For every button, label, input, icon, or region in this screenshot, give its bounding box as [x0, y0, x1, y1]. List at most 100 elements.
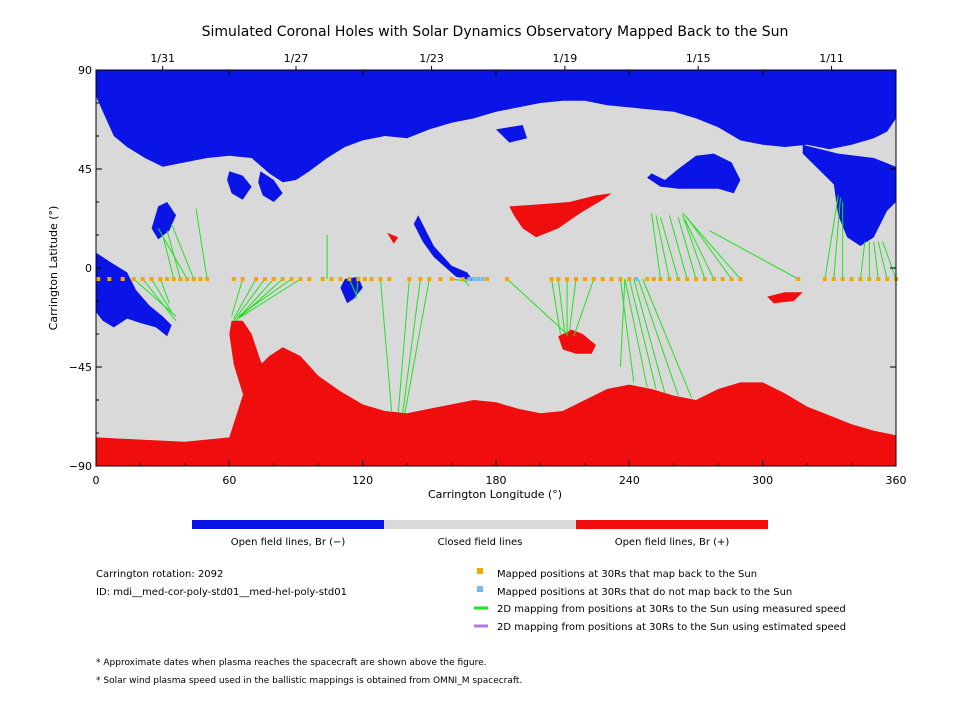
measured-speed-mapping-line	[355, 278, 359, 299]
model-id: ID: mdi__med-cor-poly-std01__med-hel-pol…	[96, 587, 347, 598]
mapped-position-marker	[231, 277, 236, 281]
mapped-position-marker	[658, 277, 663, 281]
y-axis-label: Carrington Latitude (°)	[47, 206, 60, 331]
chart-title: Simulated Coronal Holes with Solar Dynam…	[202, 24, 789, 40]
measured-speed-mapping-line	[233, 278, 257, 319]
mapped-position-marker	[849, 277, 854, 281]
unmapped-position-marker	[467, 277, 472, 281]
mapped-position-marker	[565, 277, 570, 281]
date-label: 1/23	[419, 52, 444, 65]
measured-speed-mapping-line	[142, 278, 177, 322]
y-tick-label: −45	[69, 361, 92, 374]
mapped-position-marker	[387, 277, 392, 281]
measured-speed-mapping-line	[379, 278, 393, 412]
x-axis-label: Carrington Longitude (°)	[428, 488, 562, 501]
negative-coronal-hole	[802, 144, 896, 246]
mapped-position-marker	[262, 277, 267, 281]
date-label: 1/27	[284, 52, 309, 65]
measured-speed-mapping-line	[709, 230, 799, 280]
measured-speed-mapping-line	[668, 215, 688, 280]
legend-mapped-label: Mapped positions at 30Rs that map back t…	[497, 569, 757, 580]
measured-speed-mapping-line	[873, 241, 879, 280]
x-tick-label: 60	[222, 474, 236, 487]
mapped-position-marker	[378, 277, 383, 281]
legend-mapped-marker	[477, 568, 483, 574]
mapped-position-marker	[198, 277, 203, 281]
x-tick-label: 120	[352, 474, 373, 487]
mapped-position-marker	[320, 277, 325, 281]
mapped-position-marker	[711, 277, 716, 281]
mapped-position-marker	[185, 277, 190, 281]
measured-speed-mapping-line	[633, 278, 666, 394]
negative-coronal-hole	[227, 171, 252, 200]
measured-speed-mapping-line	[237, 278, 292, 317]
mapped-position-marker	[307, 277, 312, 281]
carrington-rotation: Carrington rotation: 2092	[96, 569, 223, 580]
mapped-position-marker	[205, 277, 210, 281]
date-label: 1/31	[150, 52, 175, 65]
mapped-position-marker	[667, 277, 672, 281]
negative-coronal-hole	[96, 252, 172, 337]
mapped-position-marker	[574, 277, 578, 281]
negative-coronal-hole	[647, 153, 741, 194]
x-tick-label: 180	[486, 474, 507, 487]
mapped-position-marker	[609, 277, 614, 281]
mapped-position-marker	[165, 277, 170, 281]
mapped-position-marker	[131, 277, 136, 281]
mapped-position-marker	[369, 277, 374, 281]
y-tick-label: −90	[69, 460, 92, 473]
mapped-position-marker	[600, 277, 605, 281]
mapped-position-marker	[676, 277, 681, 281]
colorbar-label-positive: Open field lines, Br (+)	[615, 537, 730, 548]
measured-speed-mapping-line	[677, 217, 697, 280]
mapped-position-marker	[427, 277, 432, 281]
measured-speed-mapping-line	[151, 278, 172, 313]
mapped-position-marker	[582, 277, 587, 281]
mapped-position-marker	[271, 277, 276, 281]
measured-speed-mapping-line	[619, 278, 635, 383]
mapped-position-marker	[738, 277, 743, 281]
measured-speed-mapping-line	[619, 278, 626, 368]
y-tick-label: 0	[85, 262, 92, 275]
mapped-position-marker	[822, 277, 827, 281]
mapped-position-marker	[505, 277, 510, 281]
positive-coronal-hole	[387, 232, 399, 244]
mapped-position-marker	[178, 277, 183, 281]
measured-speed-mapping-line	[824, 195, 839, 280]
mapped-position-marker	[729, 277, 734, 281]
mapped-position-marker	[438, 277, 443, 281]
x-tick-label: 0	[93, 474, 100, 487]
measured-speed-mapping-line	[628, 278, 657, 390]
colorbar-label-closed: Closed field lines	[438, 537, 523, 548]
mapped-position-marker	[591, 277, 596, 281]
mapped-position-marker	[240, 277, 245, 281]
measured-speed-mapping-line	[682, 212, 741, 280]
measured-speed-mapping-line	[133, 278, 177, 317]
unmapped-position-marker	[480, 277, 485, 281]
mapped-position-marker	[338, 277, 343, 281]
mapped-position-marker	[720, 277, 725, 281]
mapped-position-marker	[418, 277, 423, 281]
mapped-position-marker	[280, 277, 285, 281]
positive-coronal-hole	[767, 292, 803, 304]
measured-speed-mapping-line	[659, 217, 679, 280]
positive-coronal-hole	[229, 320, 270, 414]
measured-speed-mapping-line	[682, 215, 706, 280]
measured-speed-mapping-line	[348, 278, 357, 295]
negative-coronal-hole	[258, 171, 283, 202]
mapped-position-marker	[867, 277, 872, 281]
unmapped-position-marker	[634, 277, 638, 281]
measured-speed-mapping-line	[859, 241, 866, 280]
measured-speed-mapping-line	[655, 215, 670, 280]
mapped-position-marker	[362, 277, 367, 281]
legend-measured-label: 2D mapping from positions at 30Rs to the…	[497, 604, 846, 615]
measured-speed-mapping-line	[686, 217, 732, 280]
measured-speed-mapping-line	[171, 223, 195, 280]
x-tick-label: 300	[752, 474, 773, 487]
unmapped-position-marker	[476, 277, 481, 281]
mapped-position-marker	[885, 277, 890, 281]
mapped-position-marker	[840, 277, 845, 281]
measured-speed-mapping-line	[159, 278, 170, 304]
mapped-position-marker	[298, 277, 303, 281]
